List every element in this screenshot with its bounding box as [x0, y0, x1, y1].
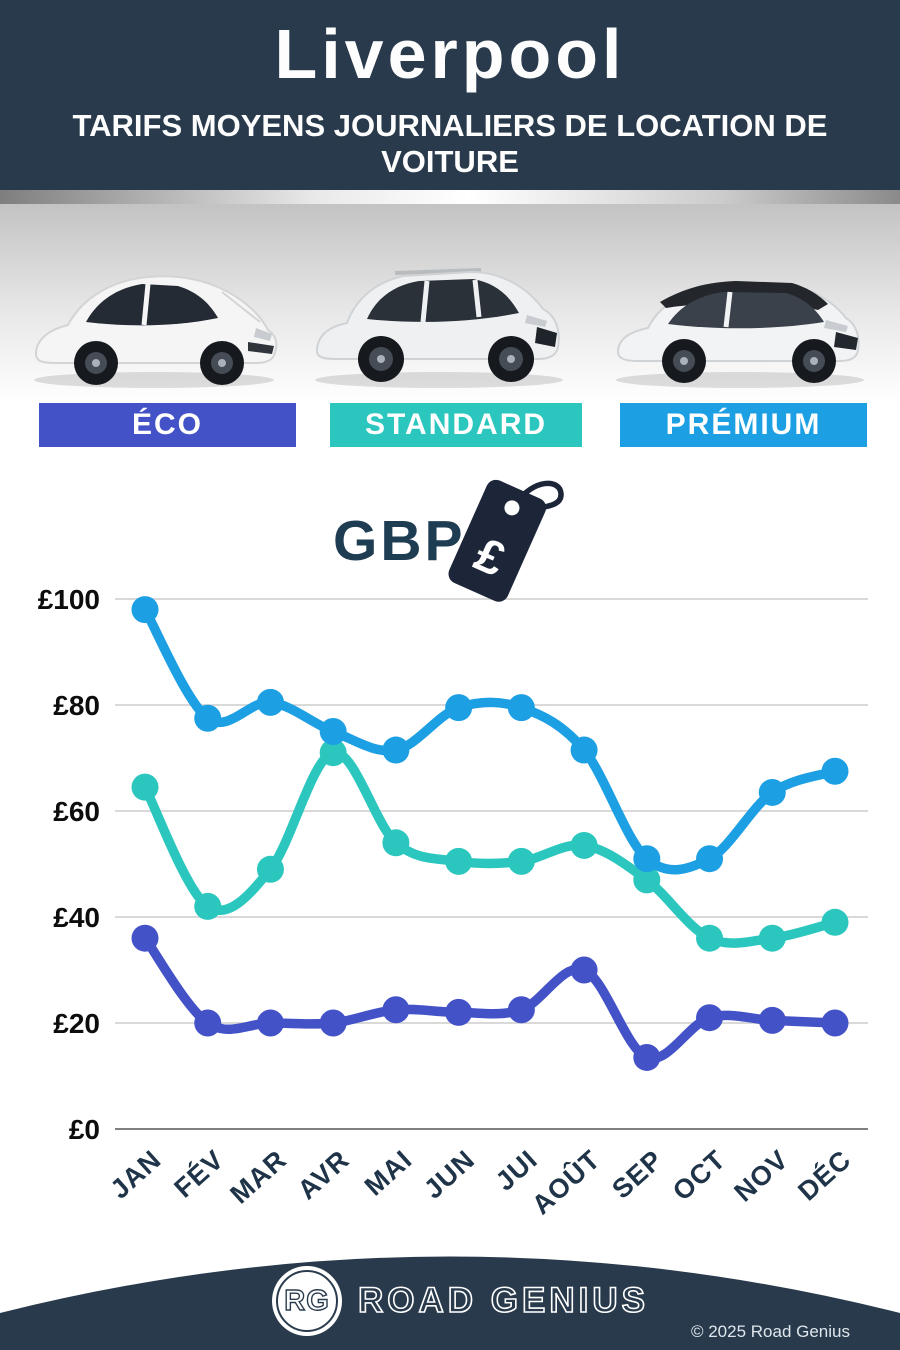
svg-text:£40: £40 — [53, 902, 100, 933]
category-label-premium: PRÉMIUM — [620, 403, 867, 447]
svg-text:£80: £80 — [53, 690, 100, 721]
currency-label: GBP — [333, 509, 466, 573]
divider-band — [0, 190, 900, 204]
premium-car-image — [616, 281, 864, 388]
svg-text:MAR: MAR — [224, 1144, 292, 1209]
eco-car-image — [34, 275, 278, 388]
svg-text:OCT: OCT — [667, 1144, 732, 1206]
svg-text:JUI: JUI — [490, 1144, 544, 1196]
svg-text:SEP: SEP — [606, 1144, 668, 1204]
price-tag-icon: £ — [448, 479, 564, 602]
category-label-eco: ÉCO — [39, 403, 296, 447]
brand-name: ROAD GENIUS — [357, 1280, 649, 1321]
svg-text:AOÛT: AOÛT — [526, 1143, 607, 1220]
standard-car-image — [315, 268, 563, 388]
category-label-standard: STANDARD — [330, 403, 582, 447]
header: Liverpool TARIFS MOYENS JOURNALIERS DE L… — [0, 0, 900, 190]
logo-ring: RG — [276, 1270, 338, 1332]
svg-text:FÉV: FÉV — [168, 1143, 230, 1203]
page-subtitle: TARIFS MOYENS JOURNALIERS DE LOCATION DE… — [72, 108, 828, 179]
svg-text:£100: £100 — [38, 584, 100, 615]
copyright-text: © 2025 Road Genius — [690, 1322, 850, 1341]
svg-text:AVR: AVR — [292, 1144, 355, 1205]
page-title: Liverpool — [274, 15, 626, 93]
svg-text:£60: £60 — [53, 796, 100, 827]
logo-initials: RG — [284, 1284, 330, 1317]
svg-text:DÉC: DÉC — [792, 1143, 857, 1206]
svg-text:JAN: JAN — [105, 1144, 167, 1204]
svg-text:£0: £0 — [69, 1114, 100, 1145]
svg-text:NOV: NOV — [728, 1144, 794, 1207]
svg-text:MAI: MAI — [359, 1144, 418, 1201]
road-genius-logo: RG — [272, 1266, 342, 1336]
svg-text:JUN: JUN — [418, 1144, 480, 1204]
svg-text:£20: £20 — [53, 1008, 100, 1039]
